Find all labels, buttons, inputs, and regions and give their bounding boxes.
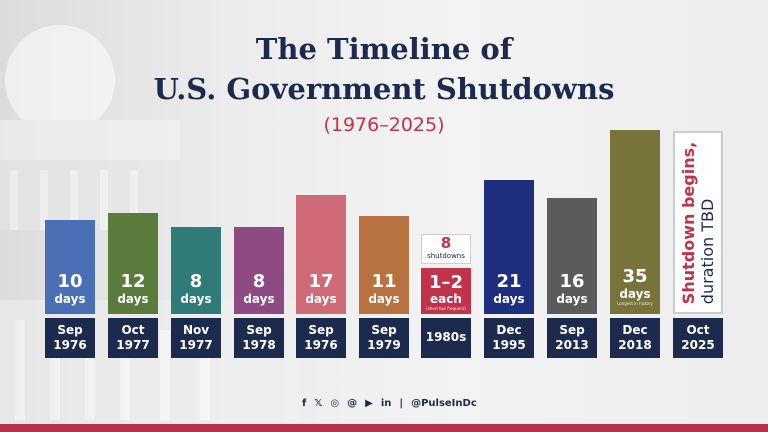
date-year: 1977 xyxy=(179,338,213,352)
tbd-line-1: Shutdown begins, xyxy=(679,141,698,304)
date-year: 2025 xyxy=(681,338,715,352)
bar-value: 17 xyxy=(308,270,334,292)
bar-value: 1–2 xyxy=(428,272,464,293)
bar-unit: days xyxy=(180,291,212,306)
bar: 1–2 each (short but frequent) xyxy=(421,268,471,314)
date-month: 1980s xyxy=(425,330,467,344)
bar: 8 days xyxy=(171,227,221,314)
date-label: 1980s xyxy=(421,318,471,358)
tbd-line-2: duration TBD xyxy=(698,198,717,304)
bar: 10 days xyxy=(45,220,95,314)
x-icon[interactable]: 𝕏 xyxy=(314,398,323,409)
facebook-icon[interactable]: f xyxy=(302,398,307,409)
social-handle[interactable]: @PulseInDc xyxy=(411,398,477,409)
date-month: Sep xyxy=(246,323,272,337)
date-month: Dec xyxy=(496,323,522,337)
date-label: Sep 1976 xyxy=(45,318,95,358)
date-year: 1979 xyxy=(367,338,401,352)
bar-unit: days xyxy=(368,291,400,306)
bar-unit: each xyxy=(430,292,462,306)
date-year: 1977 xyxy=(116,338,150,352)
date-label: Oct 2025 xyxy=(673,318,723,358)
bar-value: 10 xyxy=(57,271,83,292)
date-year: 1976 xyxy=(53,338,87,352)
linkedin-icon[interactable]: in xyxy=(380,398,392,409)
bar-unit: days xyxy=(556,291,588,306)
bar: 35 days Longest in history xyxy=(610,130,660,314)
date-year: 2018 xyxy=(618,338,652,352)
date-month: Sep xyxy=(308,323,334,337)
instagram-icon[interactable]: ◎ xyxy=(330,398,340,409)
bar-value: 11 xyxy=(371,270,397,292)
bar: 21 days xyxy=(484,180,534,314)
date-label: Dec 2018 xyxy=(610,318,660,358)
date-year: 2013 xyxy=(555,338,589,352)
date-month: Sep xyxy=(371,323,397,337)
bottom-stripe xyxy=(0,424,768,432)
date-year: 1978 xyxy=(242,338,276,352)
date-label: Sep 1976 xyxy=(296,318,346,358)
date-year: 1995 xyxy=(492,338,526,352)
bar-value: 8 xyxy=(189,270,203,292)
bar-unit: days xyxy=(493,291,525,306)
bar-note: Longest in history xyxy=(617,301,653,306)
bar-unit: days xyxy=(305,291,337,306)
bar-count-box: 8 shutdowns xyxy=(421,234,471,264)
date-label: Sep 2013 xyxy=(547,318,597,358)
date-label: Dec 1995 xyxy=(484,318,534,358)
capitol-background-image xyxy=(0,25,300,432)
date-label: Sep 1979 xyxy=(359,318,409,358)
bar-value: 12 xyxy=(120,270,146,292)
date-month: Nov xyxy=(182,323,210,337)
bar: 11 days xyxy=(359,216,409,314)
bar-tbd: Shutdown begins, duration TBD xyxy=(673,131,723,314)
bar-value: 21 xyxy=(496,270,522,292)
bar: 16 days xyxy=(547,198,597,314)
bar: 8 days xyxy=(234,227,284,314)
social-footer: f 𝕏 ◎ @ ▶ in | @PulseInDc xyxy=(302,398,477,409)
separator: | xyxy=(399,398,404,409)
date-month: Dec xyxy=(622,323,648,337)
bar-value: 35 xyxy=(622,266,648,287)
bar: 17 days xyxy=(296,194,346,314)
date-month: Sep xyxy=(57,323,83,337)
bar-count: 8 xyxy=(440,234,452,252)
date-label: Nov 1977 xyxy=(171,318,221,358)
date-label: Sep 1978 xyxy=(234,318,284,358)
bar-unit: days xyxy=(54,292,86,306)
date-month: Oct xyxy=(121,323,145,337)
threads-icon[interactable]: @ xyxy=(347,398,358,409)
title-line-1: The Timeline of xyxy=(255,32,513,66)
subtitle: (1976–2025) xyxy=(323,114,445,136)
bar-note: (short but frequent) xyxy=(426,306,466,311)
date-label: Oct 1977 xyxy=(108,318,158,358)
bar-unit: days xyxy=(619,287,651,301)
bar-value: 8 xyxy=(252,270,266,292)
bar-unit: days xyxy=(117,291,149,306)
bar-unit: days xyxy=(243,291,275,306)
title-line-2: U.S. Government Shutdowns xyxy=(153,72,615,106)
date-month: Sep xyxy=(559,323,585,337)
bar: 12 days xyxy=(108,212,158,314)
bar-count-label: shutdowns xyxy=(427,252,465,260)
youtube-icon[interactable]: ▶ xyxy=(365,398,373,409)
bar-value: 16 xyxy=(559,270,585,292)
date-year: 1976 xyxy=(304,338,338,352)
date-month: Oct xyxy=(686,323,710,337)
